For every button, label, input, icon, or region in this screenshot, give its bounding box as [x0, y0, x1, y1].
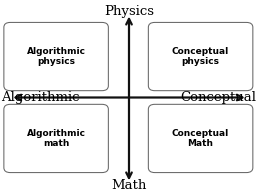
Text: Algorithmic
physics: Algorithmic physics — [27, 47, 86, 66]
Text: Conceptual
Math: Conceptual Math — [172, 129, 229, 148]
Text: Conceptual
physics: Conceptual physics — [172, 47, 229, 66]
Text: Algorithmic
math: Algorithmic math — [27, 129, 86, 148]
Text: Physics: Physics — [104, 5, 154, 18]
FancyBboxPatch shape — [4, 104, 108, 173]
Text: Algorithmic: Algorithmic — [1, 91, 80, 104]
FancyBboxPatch shape — [148, 22, 253, 91]
FancyBboxPatch shape — [148, 104, 253, 173]
FancyBboxPatch shape — [4, 22, 108, 91]
Text: Math: Math — [111, 179, 147, 192]
Text: Conceptual: Conceptual — [181, 91, 257, 104]
